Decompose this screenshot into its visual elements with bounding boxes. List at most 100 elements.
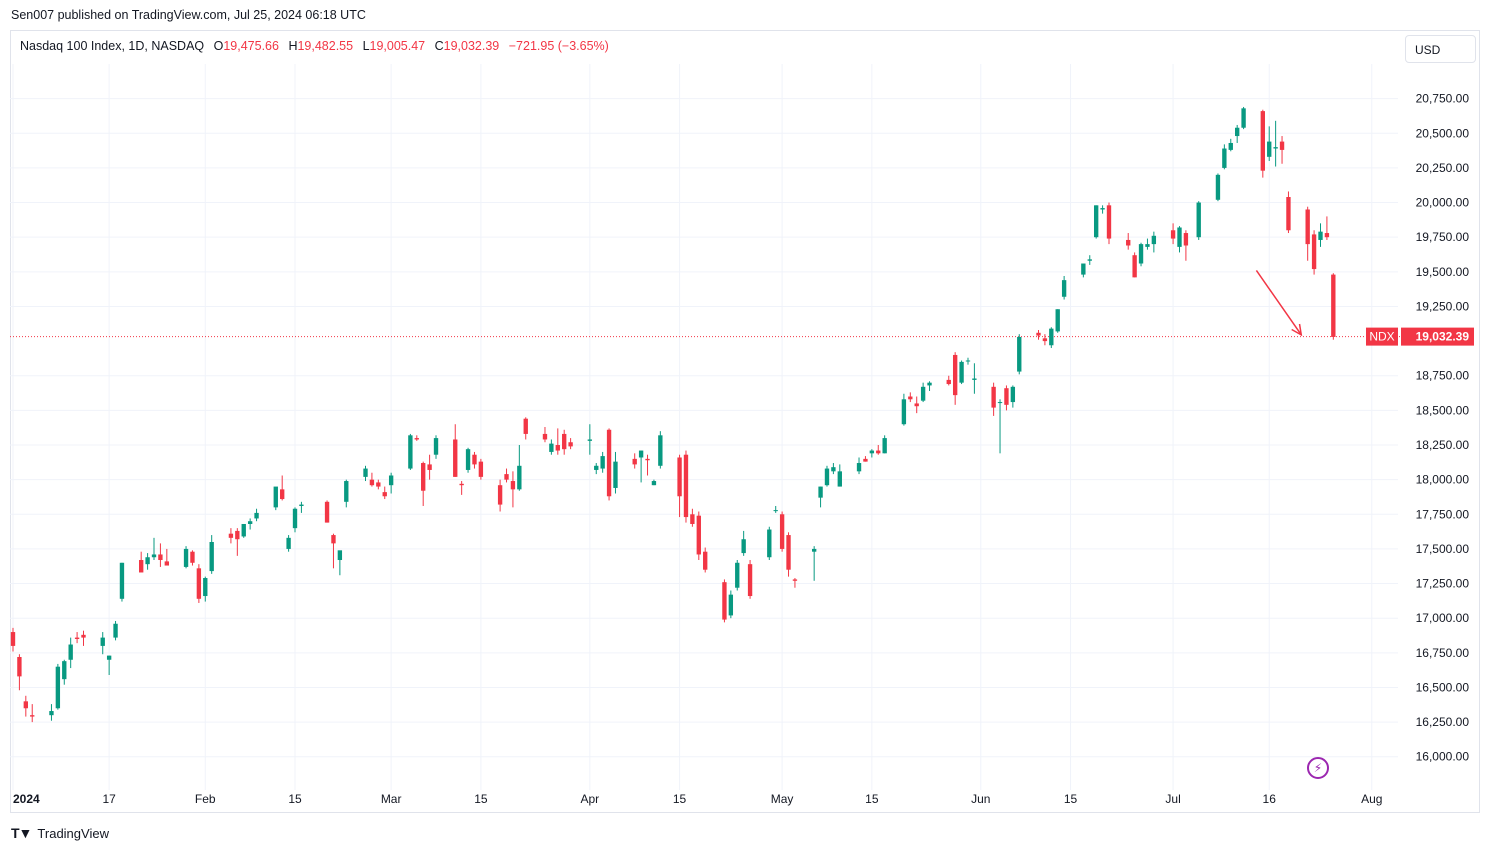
candle	[1234, 124, 1240, 143]
candle-body	[779, 514, 785, 549]
candle-body	[203, 578, 208, 597]
candle	[363, 465, 368, 482]
candle	[831, 463, 836, 475]
candle-body	[690, 514, 695, 524]
candle	[1331, 273, 1336, 340]
candle-body	[651, 481, 657, 486]
price-tick-label: 16,250.00	[1416, 715, 1470, 729]
candle-body	[568, 442, 573, 447]
time-tick-label: 15	[1064, 792, 1078, 806]
candle	[139, 551, 144, 573]
high-label: H	[288, 39, 298, 53]
candle	[914, 396, 919, 414]
candle	[735, 560, 740, 591]
candle	[927, 381, 932, 391]
candle-body	[1145, 244, 1150, 247]
candle-body	[818, 486, 823, 498]
candle	[587, 424, 593, 455]
price-tick-label: 17,000.00	[1416, 611, 1470, 625]
candle	[369, 472, 375, 487]
price-tick-label: 18,500.00	[1416, 403, 1470, 417]
candle-body	[388, 475, 394, 486]
candle	[254, 508, 259, 522]
time-tick-label: Aug	[1361, 792, 1382, 806]
candle-body	[1215, 174, 1221, 200]
candle	[818, 486, 823, 508]
candle-body	[914, 403, 919, 407]
symbol-name: Nasdaq 100 Index, 1D, NASDAQ	[20, 39, 205, 53]
lightning-bolt-icon[interactable]: ⚡︎	[1307, 757, 1329, 779]
candle-body	[145, 557, 150, 565]
candle	[863, 456, 868, 462]
candle-body	[30, 715, 35, 717]
candle-body	[1087, 259, 1092, 261]
candle	[722, 579, 727, 623]
candle-body	[433, 438, 439, 455]
ndx-tag-label: NDX	[1369, 330, 1394, 344]
candle	[1061, 275, 1067, 300]
candle-body	[235, 530, 240, 540]
price-tag: NDX 19,032.39	[1366, 327, 1474, 346]
time-tick-label: 15	[288, 792, 302, 806]
candle-body	[1305, 209, 1310, 245]
candle	[1126, 233, 1131, 250]
candle-body	[421, 463, 426, 491]
currency-button[interactable]: USD	[1405, 35, 1476, 63]
candle-body	[549, 443, 554, 452]
candle-body	[228, 533, 234, 538]
candle-body	[286, 537, 291, 549]
candle-body	[523, 418, 528, 434]
price-tick-label: 18,000.00	[1416, 473, 1470, 487]
price-tick-label: 19,250.00	[1416, 299, 1470, 313]
candle	[241, 523, 246, 538]
candle-body	[952, 354, 958, 396]
candle-body	[562, 433, 567, 450]
candles	[10, 106, 1336, 723]
candle-body	[241, 523, 246, 537]
candle-body	[1286, 197, 1291, 231]
candle	[299, 501, 304, 513]
candle	[472, 451, 477, 469]
candle-body	[414, 438, 419, 440]
candle	[1010, 385, 1016, 408]
candle	[1138, 242, 1144, 267]
candle	[1170, 223, 1176, 245]
time-tick-label: Jun	[971, 792, 990, 806]
candle-body	[1267, 141, 1272, 157]
candle	[1087, 255, 1092, 265]
candle-body	[722, 582, 727, 620]
candle-body	[747, 564, 753, 597]
candle	[190, 550, 195, 566]
candle	[517, 445, 522, 491]
candle	[882, 435, 887, 454]
candle-body	[863, 458, 868, 462]
candle-body	[632, 458, 637, 465]
candle	[113, 620, 118, 641]
candle-body	[600, 456, 605, 469]
candle-body	[696, 515, 701, 555]
candle	[235, 528, 240, 556]
candle-body	[1017, 336, 1022, 372]
candle-body	[1093, 205, 1099, 238]
candle	[427, 454, 432, 480]
candle	[741, 530, 746, 556]
candle-body	[472, 454, 477, 465]
candle-body	[1196, 202, 1201, 238]
candle	[1222, 144, 1227, 170]
candle-body	[908, 396, 913, 400]
candle	[433, 435, 439, 459]
tradingview-brand[interactable]: T▼ TradingView	[11, 825, 109, 841]
price-tick-label: 20,500.00	[1416, 126, 1470, 140]
price-tick-label: 17,750.00	[1416, 507, 1470, 521]
candle	[965, 357, 971, 365]
price-tick-label: 16,500.00	[1416, 680, 1470, 694]
candle-body	[465, 449, 471, 470]
candle	[747, 560, 753, 599]
candle-body	[504, 474, 509, 480]
candle	[1093, 205, 1099, 239]
candle	[459, 481, 464, 495]
candle	[10, 627, 16, 652]
arrow-shaft	[1255, 270, 1302, 336]
time-tick-label: 15	[474, 792, 488, 806]
